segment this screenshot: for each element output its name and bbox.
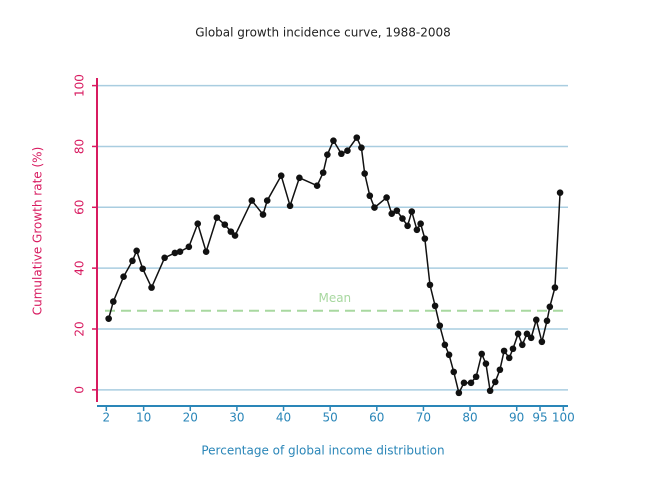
data-point [532, 316, 540, 324]
data-point [543, 317, 551, 325]
data-point [330, 137, 337, 144]
data-point [455, 389, 463, 397]
data-point [259, 211, 267, 218]
data-point [518, 341, 526, 349]
data-point [221, 221, 229, 228]
chart-title: Global growth incidence curve, 1988-2008 [195, 26, 451, 40]
data-point [148, 284, 155, 291]
data-point [538, 338, 546, 346]
data-point [496, 366, 504, 374]
data-point [509, 345, 517, 353]
data-point [263, 197, 271, 204]
y-tick-label: 60 [73, 200, 87, 215]
data-point [383, 194, 390, 201]
data-point [105, 315, 112, 322]
x-tick-label: 20 [183, 411, 198, 425]
data-point [371, 204, 378, 211]
data-point [361, 170, 368, 177]
data-point [344, 147, 351, 155]
data-point [227, 228, 235, 235]
data-point [393, 207, 401, 214]
data-point [277, 172, 285, 179]
data-point [460, 379, 468, 387]
data-point [185, 243, 193, 251]
data-point [478, 350, 486, 358]
data-point [120, 273, 127, 280]
data-point [408, 208, 416, 215]
data-point [491, 378, 499, 386]
data-point [129, 257, 136, 265]
series-line [107, 136, 561, 396]
data-point [556, 189, 564, 196]
y-tick-label: 80 [73, 139, 87, 154]
x-tick-label: 90 [509, 411, 524, 425]
data-point [399, 215, 406, 222]
y-axis-label: Cumulative Growth rate (%) [31, 147, 45, 316]
data-point [472, 373, 480, 381]
data-point [338, 150, 345, 158]
data-point [431, 302, 439, 310]
data-point [445, 351, 453, 359]
data-point [202, 248, 210, 256]
data-point [482, 360, 490, 367]
data-point [426, 281, 434, 289]
data-point [404, 222, 411, 230]
x-tick-label: 40 [276, 411, 291, 425]
y-tick-label: 20 [73, 321, 87, 336]
y-tick-label: 100 [73, 74, 87, 97]
data-point [133, 247, 140, 255]
data-point [319, 169, 327, 176]
data-point [194, 220, 202, 228]
data-point [551, 284, 559, 291]
y-tick-label: 0 [73, 386, 87, 394]
x-tick-label: 60 [369, 411, 384, 425]
x-tick-label: 100 [552, 411, 575, 425]
data-point [248, 197, 256, 204]
data-point [313, 182, 321, 189]
data-point [436, 322, 444, 329]
x-tick-label: 50 [323, 411, 338, 425]
data-point [523, 330, 531, 338]
x-tick-label: 2 [103, 411, 111, 425]
data-point [358, 144, 365, 151]
data-point [161, 254, 168, 262]
data-point [110, 298, 117, 305]
data-point [366, 192, 374, 200]
y-tick-label: 40 [73, 261, 87, 276]
data-point [441, 341, 449, 349]
data-point [213, 214, 221, 221]
data-point [388, 210, 396, 217]
data-point [546, 303, 554, 311]
data-point [500, 347, 508, 355]
data-point [176, 248, 184, 256]
data-point [486, 387, 494, 395]
data-point [467, 379, 475, 387]
data-point [527, 334, 535, 342]
x-axis-label: Percentage of global income distribution [201, 444, 444, 458]
data-point [324, 151, 331, 158]
data-point [171, 249, 179, 257]
data-point [139, 265, 147, 273]
data-point [296, 174, 303, 182]
x-tick-label: 30 [229, 411, 244, 425]
x-tick-label: 80 [462, 411, 477, 425]
data-point [514, 330, 522, 338]
data-point [505, 354, 513, 362]
x-tick-label: 70 [416, 411, 431, 425]
x-tick-label: 10 [136, 411, 151, 425]
data-point [231, 232, 239, 239]
data-point [417, 220, 424, 228]
x-tick-label: 95 [532, 411, 547, 425]
data-point [286, 202, 294, 210]
data-point [413, 226, 421, 234]
mean-label: Mean [318, 291, 351, 305]
data-point [450, 368, 458, 376]
data-point [421, 235, 429, 242]
data-point [353, 134, 361, 141]
